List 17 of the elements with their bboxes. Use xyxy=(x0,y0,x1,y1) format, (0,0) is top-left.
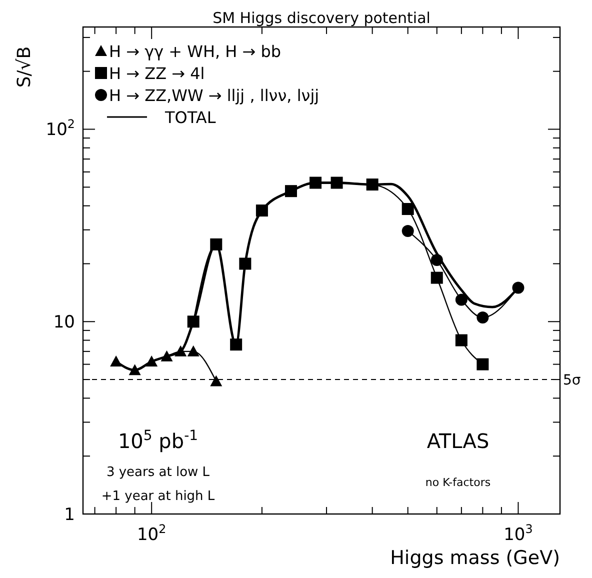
x-axis-title: Higgs mass (GeV) xyxy=(390,547,560,569)
annotation: ATLAS xyxy=(426,429,490,453)
x-tick-label: 10$^{3}$ xyxy=(504,522,533,545)
legend-label: H → γγ + WH, H → bb xyxy=(109,42,282,61)
legend-label: TOTAL xyxy=(164,108,216,127)
y-tick-label: 10$^{2}$ xyxy=(46,117,75,140)
y-tick-label: 10 xyxy=(53,312,75,333)
chart-title: SM Higgs discovery potential xyxy=(212,9,430,27)
y-axis-title: S/√B xyxy=(14,46,35,88)
annotation: no K-factors xyxy=(425,476,491,489)
y-tick-label: 1 xyxy=(64,505,75,525)
legend-label: H → ZZ → 4l xyxy=(109,64,205,83)
legend-label: H → ZZ,WW → lljj , llνν, lνjj xyxy=(109,86,320,105)
annotation: 10$^{5}$ pb$^{-1}$ xyxy=(118,428,198,453)
annotation: 3 years at low L xyxy=(106,465,210,480)
annotation: +1 year at high L xyxy=(101,489,216,504)
ref-line-label: 5σ xyxy=(563,372,581,389)
